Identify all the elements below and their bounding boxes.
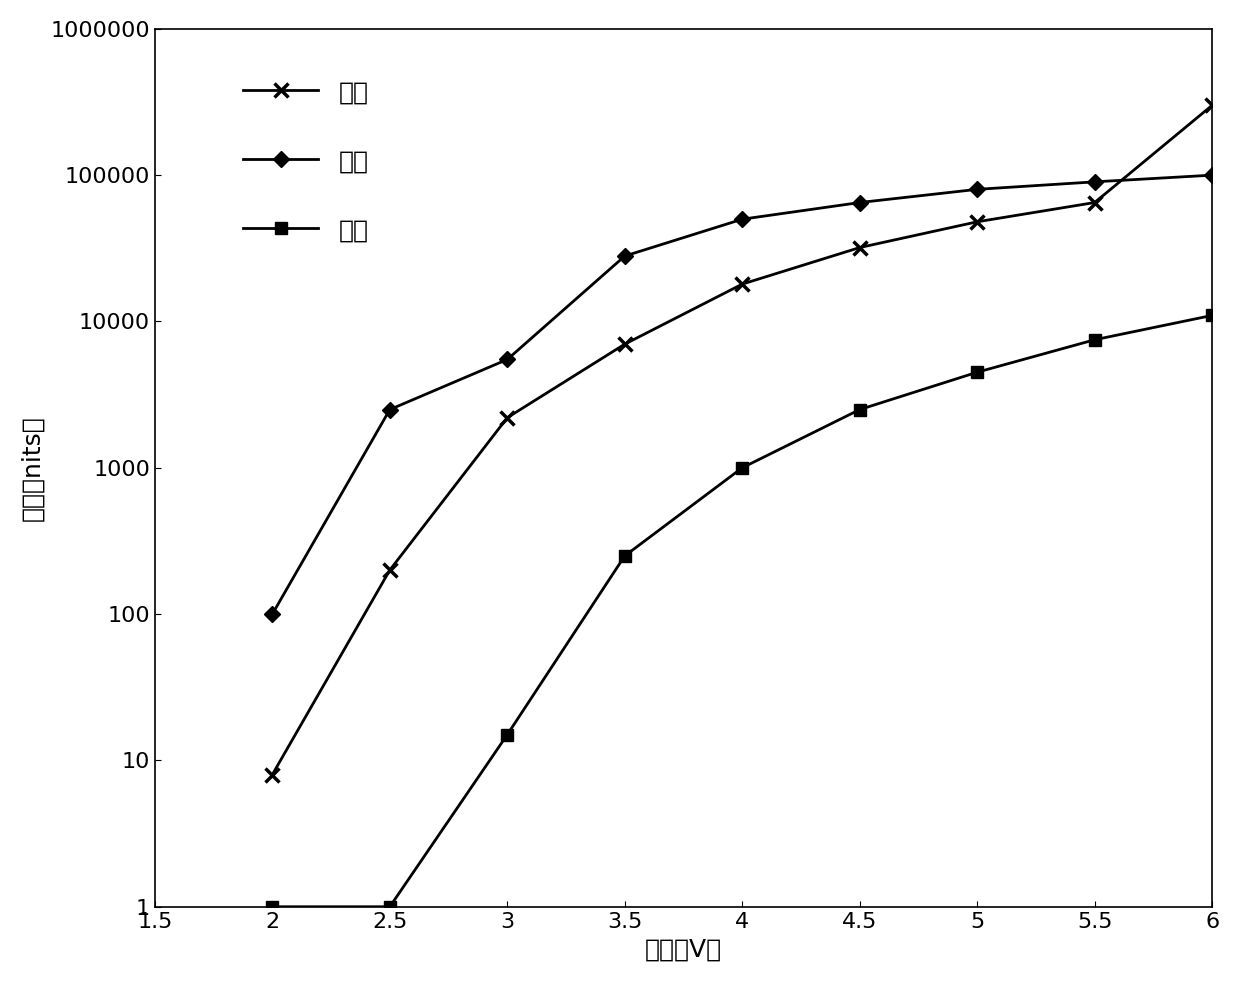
红色	[500, 411, 515, 423]
Line: 蓝色: 蓝色	[267, 309, 1219, 913]
绻色	[970, 184, 985, 195]
Line: 红色: 红色	[265, 98, 1219, 782]
红色	[1087, 196, 1102, 208]
蓝色	[852, 404, 867, 415]
红色	[852, 242, 867, 253]
红色	[265, 769, 280, 781]
蓝色	[618, 550, 632, 562]
红色	[970, 216, 985, 228]
蓝色	[500, 729, 515, 740]
蓝色	[1205, 309, 1220, 321]
绻色	[382, 404, 397, 415]
红色	[382, 565, 397, 576]
红色	[735, 278, 750, 290]
蓝色	[1087, 334, 1102, 346]
绻色	[500, 354, 515, 365]
蓝色	[970, 366, 985, 378]
绻色	[735, 213, 750, 225]
绻色	[1205, 169, 1220, 181]
Line: 绻色: 绻色	[267, 170, 1218, 620]
绻色	[852, 196, 867, 208]
蓝色	[735, 462, 750, 473]
绻色	[618, 250, 632, 262]
蓝色	[382, 900, 397, 912]
绻色	[1087, 176, 1102, 188]
红色	[618, 338, 632, 350]
Y-axis label: 亮度（nits）: 亮度（nits）	[21, 415, 45, 520]
红色	[1205, 99, 1220, 111]
Legend: 红色, 绻色, 蓝色: 红色, 绻色, 蓝色	[231, 68, 381, 254]
X-axis label: 电压（V）: 电压（V）	[645, 937, 722, 961]
蓝色	[265, 900, 280, 912]
绻色	[265, 608, 280, 620]
